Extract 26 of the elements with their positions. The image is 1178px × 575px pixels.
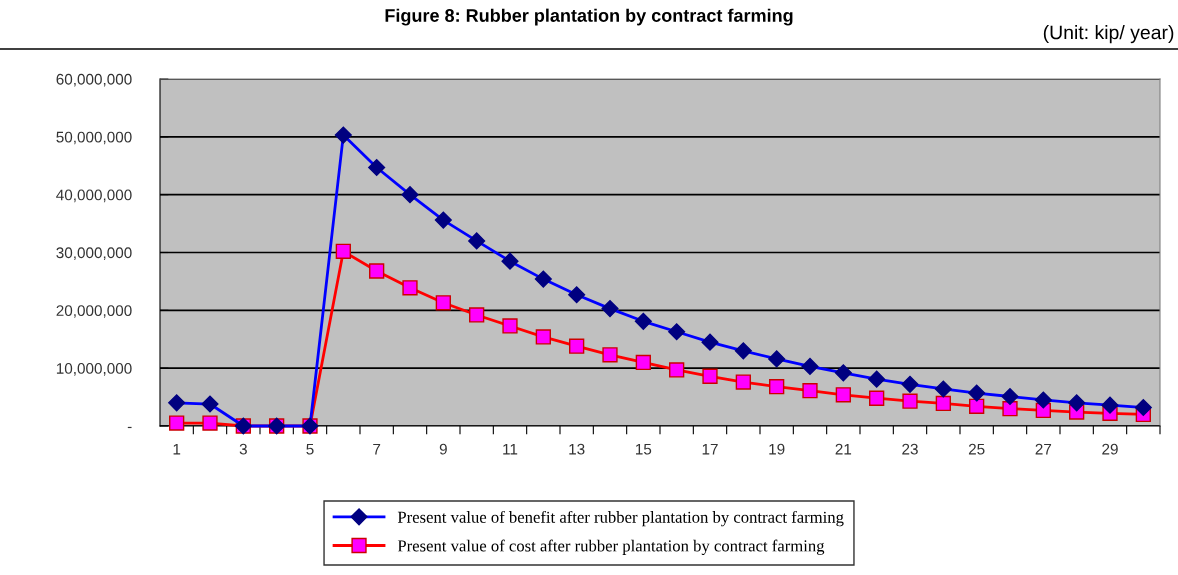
x-tick-label: 21 <box>835 443 852 455</box>
y-tick-label: 40,000,000 <box>56 189 132 203</box>
x-tick-label: 3 <box>239 443 247 455</box>
y-tick-label: 20,000,000 <box>56 305 132 318</box>
legend-label: Present value of cost after rubber plantation by contract farming <box>397 539 825 555</box>
x-tick-label: 5 <box>306 443 314 455</box>
x-tick-label: 11 <box>503 443 518 455</box>
y-tick-label: 50,000,000 <box>56 131 132 145</box>
x-tick-label: 17 <box>702 443 718 455</box>
legend-label: Present value of benefit after rubber plantation by contract farming <box>397 510 844 527</box>
x-tick-label: 7 <box>373 443 381 455</box>
x-tick-label: 1 <box>173 443 181 455</box>
x-tick-label: 25 <box>968 443 985 455</box>
chart-title: Figure 8: Rubber plantation by contract farming <box>385 8 793 26</box>
x-tick-label: 13 <box>569 443 585 455</box>
x-tick-label: 27 <box>1035 443 1052 455</box>
x-tick-label: 23 <box>902 443 918 455</box>
x-tick-label: 19 <box>769 443 785 455</box>
x-tick-label: 9 <box>439 443 447 455</box>
y-tick-label: 60,000,000 <box>56 73 132 87</box>
y-tick-label: 30,000,000 <box>56 247 132 260</box>
x-tick-label: 15 <box>636 443 652 455</box>
x-tick-label: 29 <box>1102 443 1118 455</box>
y-tick-label: - <box>127 426 132 429</box>
y-tick-label: 10,000,000 <box>56 363 132 376</box>
text: (Unit: kip/ year) <box>1043 25 1174 44</box>
